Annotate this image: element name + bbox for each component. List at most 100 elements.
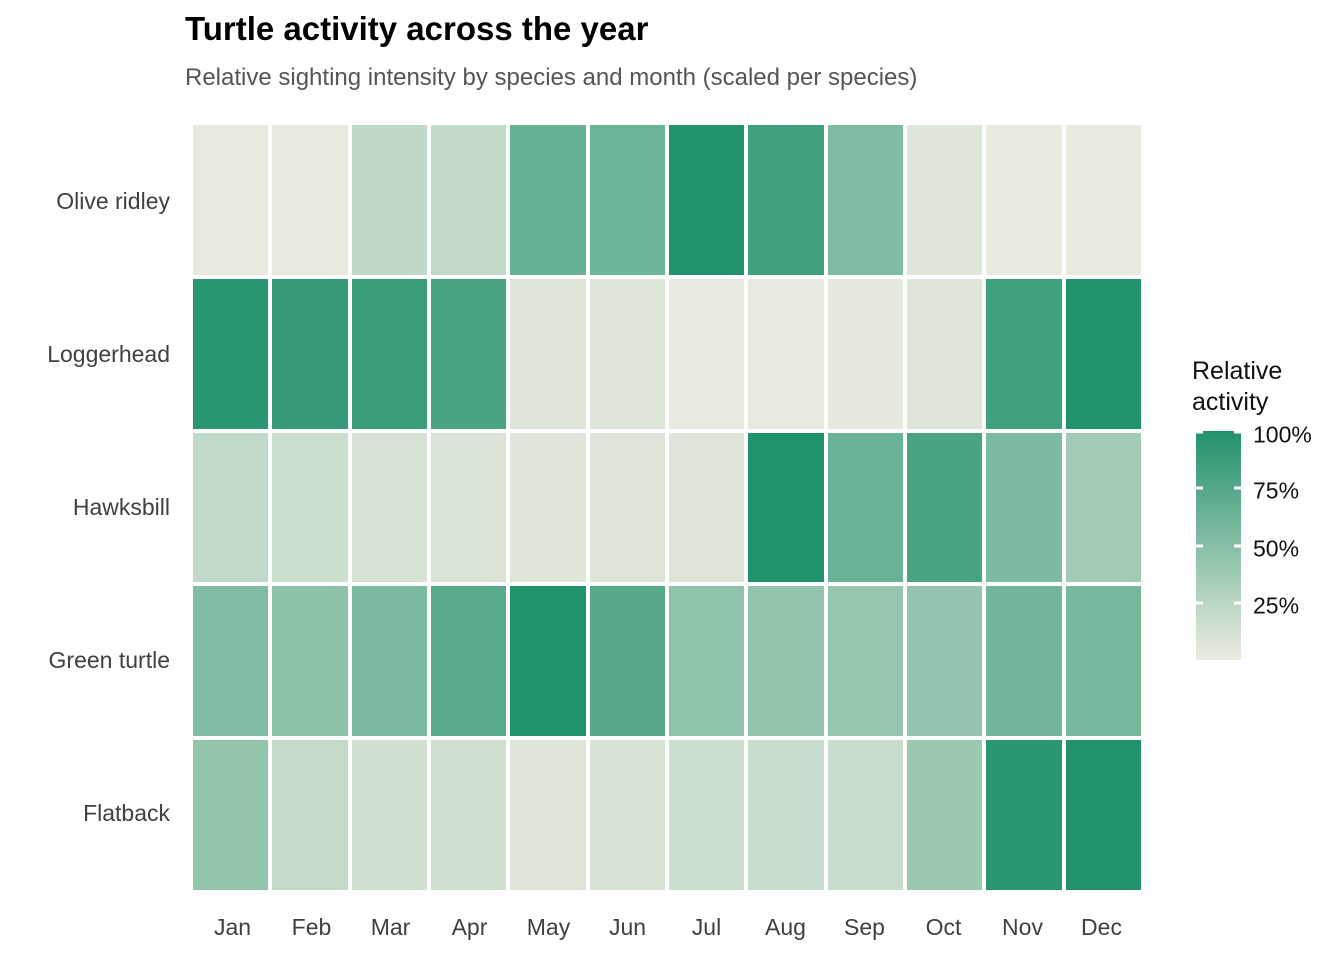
x-axis-label: Jul: [691, 914, 722, 940]
heatmap-cell: [669, 432, 745, 583]
heatmap-cell: [351, 586, 427, 737]
heatmap-cell: [351, 125, 427, 275]
legend-tick-label: 50%: [1253, 535, 1300, 561]
heatmap-cell: [589, 125, 665, 275]
legend-tick-label: 25%: [1253, 592, 1300, 619]
heatmap-cell: [986, 432, 1062, 583]
legend-tick-mark: [1196, 544, 1203, 547]
heatmap-cell: [589, 586, 665, 737]
heatmap-cell: [907, 432, 983, 583]
heatmap-cell: [669, 586, 745, 737]
heatmap-cell: [669, 740, 745, 890]
heatmap-cell: [193, 278, 269, 429]
heatmap-cell: [1065, 586, 1141, 737]
legend-tick-label: 75%: [1253, 477, 1300, 504]
heatmap-cell: [827, 586, 903, 737]
heatmap-cell: [431, 586, 507, 737]
heatmap-cell: [431, 278, 507, 429]
heatmap-cell: [827, 125, 903, 275]
heatmap-cell: [748, 586, 824, 737]
heatmap-cell: [272, 432, 348, 583]
heatmap-cell: [748, 278, 824, 429]
heatmap-cell: [193, 125, 269, 275]
heatmap-cell: [193, 432, 269, 583]
x-axis-label: Apr: [451, 914, 488, 940]
heatmap-cell: [986, 740, 1062, 890]
heatmap-grid: [193, 125, 1141, 890]
legend-gradient-bar: [1196, 431, 1241, 660]
heatmap-cell: [272, 125, 348, 275]
heatmap-cell: [1065, 740, 1141, 890]
heatmap-cell: [589, 432, 665, 583]
heatmap-cell: [431, 740, 507, 890]
legend-tick-label: 100%: [1253, 421, 1312, 448]
legend-title-line: activity: [1192, 388, 1269, 416]
legend-title-line: Relative: [1192, 357, 1283, 385]
heatmap-cell: [907, 278, 983, 429]
x-axis-label: Oct: [925, 914, 962, 940]
heatmap-cell: [1065, 278, 1141, 429]
heatmap-cell: [510, 740, 586, 890]
heatmap-cell: [748, 432, 824, 583]
legend-tick-mark: [1196, 601, 1203, 605]
heatmap-cell: [986, 278, 1062, 429]
heatmap-cell: [1065, 125, 1141, 275]
legend-tick-mark: [1196, 430, 1203, 434]
legend: 100% 75% 50% 25%: [1196, 422, 1312, 660]
heatmap-cell: [272, 586, 348, 737]
heatmap-cell: [351, 278, 427, 429]
y-axis-label: Green turtle: [48, 647, 170, 673]
heatmap-cell: [510, 125, 586, 275]
legend-tick-mark: [1234, 601, 1241, 605]
y-axis-label: Loggerhead: [47, 341, 170, 367]
heatmap-cell: [907, 740, 983, 890]
heatmap-cell: [510, 432, 586, 583]
heatmap-cell: [1065, 432, 1141, 583]
legend-tick-mark: [1234, 486, 1241, 490]
heatmap-cell: [907, 586, 983, 737]
x-axis-labels: Jan Feb Mar Apr May Jun Jul Aug Sep Oct Nov Dec: [193, 914, 1141, 941]
x-axis-label: Jan: [213, 914, 252, 940]
heatmap-cell: [431, 125, 507, 275]
x-axis-label: Feb: [291, 914, 332, 940]
heatmap-cell: [827, 278, 903, 429]
heatmap-cell: [748, 740, 824, 890]
heatmap-cell: [748, 125, 824, 275]
heatmap-cell: [986, 125, 1062, 275]
heatmap-cell: [827, 432, 903, 583]
heatmap-cell: [510, 278, 586, 429]
x-axis-label: Aug: [765, 914, 806, 940]
legend-tick-mark: [1234, 430, 1241, 434]
x-axis-label: May: [526, 914, 571, 940]
heatmap-cell: [272, 278, 348, 429]
heatmap-cell: [351, 432, 427, 583]
x-axis-label: Mar: [370, 914, 411, 940]
y-axis-label: Olive ridley: [56, 188, 170, 214]
x-axis-label: Jun: [608, 914, 647, 940]
heatmap-cell: [827, 740, 903, 890]
heatmap-cell: [193, 586, 269, 737]
legend-tick-mark: [1234, 544, 1241, 547]
y-axis-labels: Olive ridley Loggerhead Hawksbill Green tur…: [0, 125, 170, 890]
chart-title: Turtle activity across the year: [185, 10, 649, 47]
x-axis-label: Dec: [1081, 914, 1122, 940]
y-axis-label: Flatback: [83, 800, 170, 826]
y-axis-label: Hawksbill: [72, 494, 170, 520]
heatmap-cell: [351, 740, 427, 890]
heatmap-cell: [907, 125, 983, 275]
heatmap-cell: [431, 432, 507, 583]
x-axis-label: Sep: [844, 914, 885, 940]
x-axis-label: Nov: [1002, 914, 1043, 940]
legend-title: Relative activity: [1192, 356, 1342, 418]
heatmap-cell: [510, 586, 586, 737]
chart-subtitle: Relative sighting intensity by species a…: [185, 64, 918, 91]
heatmap-cell: [986, 586, 1062, 737]
heatmap-cell: [669, 278, 745, 429]
heatmap-cell: [669, 125, 745, 275]
heatmap-cell: [193, 740, 269, 890]
heatmap-cell: [589, 740, 665, 890]
heatmap-cell: [589, 278, 665, 429]
heatmap-cell: [272, 740, 348, 890]
legend-tick-mark: [1196, 486, 1203, 490]
